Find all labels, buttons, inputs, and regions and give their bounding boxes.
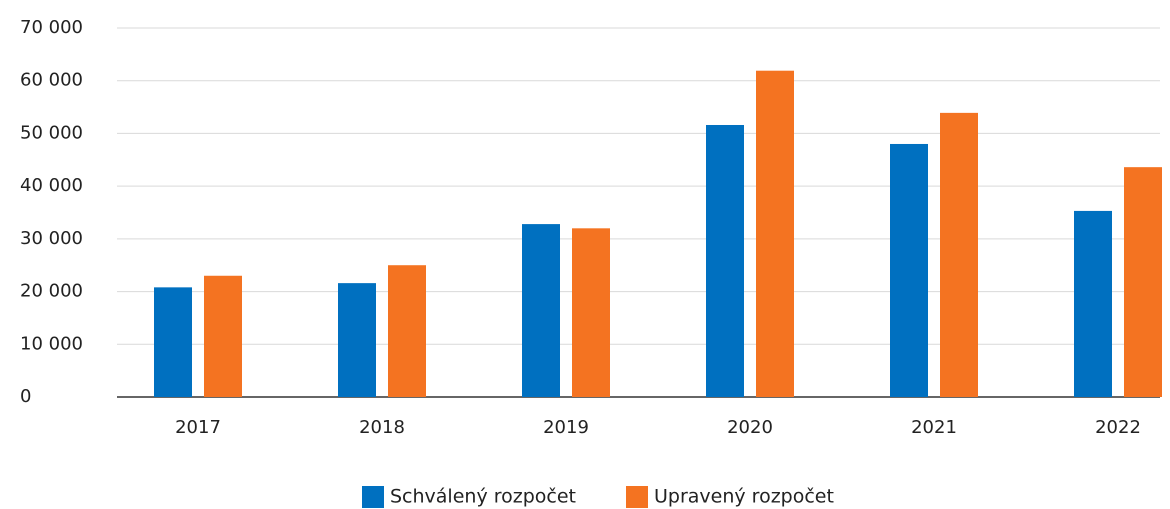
y-tick-label: 50 000 (20, 122, 83, 143)
y-tick-label: 10 000 (20, 333, 83, 354)
x-tick-label: 2018 (359, 417, 405, 438)
x-tick-label: 2020 (727, 417, 773, 438)
x-tick-label: 2017 (175, 417, 221, 438)
bar (154, 287, 192, 397)
bar (706, 124, 744, 397)
bar (572, 228, 610, 397)
bar (1124, 167, 1162, 397)
bar (338, 283, 376, 397)
y-tick-label: 0 (20, 386, 31, 407)
bar (204, 275, 242, 397)
y-tick-label: 40 000 (20, 175, 83, 196)
legend-label: Schválený rozpočet (390, 486, 576, 508)
y-tick-label: 30 000 (20, 228, 83, 249)
x-tick-label: 2019 (543, 417, 589, 438)
y-tick-label: 60 000 (20, 70, 83, 91)
x-tick-label: 2022 (1095, 417, 1141, 438)
bar (1074, 210, 1112, 397)
bar (890, 143, 928, 397)
legend-swatch (626, 486, 648, 508)
legend-label: Upravený rozpočet (654, 486, 834, 508)
legend-swatch (362, 486, 384, 508)
bar (388, 265, 426, 397)
y-tick-label: 20 000 (20, 281, 83, 302)
y-tick-label: 70 000 (20, 17, 83, 38)
bar (940, 112, 978, 398)
x-tick-label: 2021 (911, 417, 957, 438)
bar (522, 224, 560, 397)
bar (756, 70, 794, 397)
